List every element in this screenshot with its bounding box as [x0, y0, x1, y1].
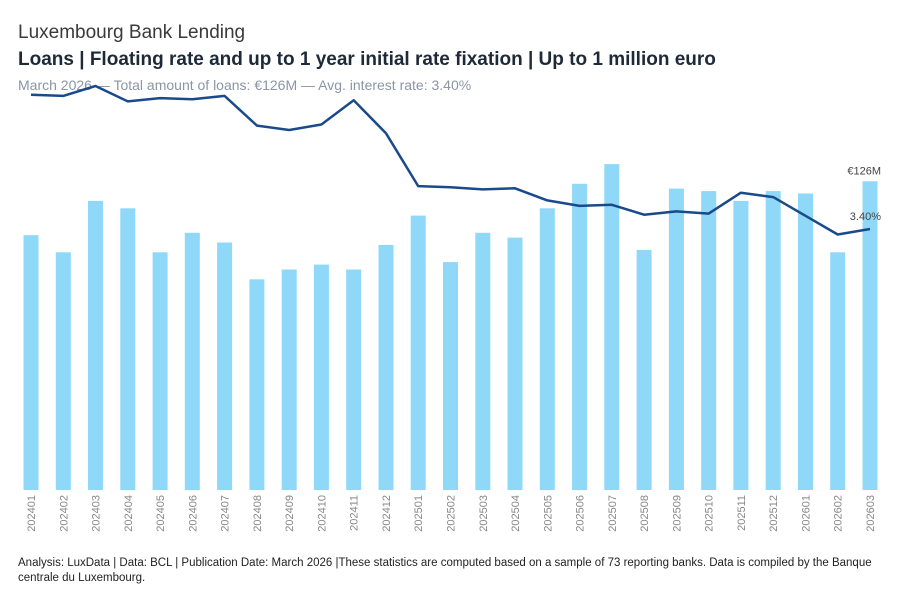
bar-202404 [120, 208, 136, 491]
chart-supertitle: Luxembourg Bank Lending [18, 22, 246, 43]
x-tick-label: 202408 [252, 495, 264, 532]
x-tick-label: 202406 [187, 495, 199, 532]
last-bar-value-label: €126M [847, 165, 881, 177]
x-tick-label: 202601 [801, 495, 813, 532]
chart-subtitle: March 2026 — Total amount of loans: €126… [18, 77, 472, 93]
bar-202509 [668, 188, 684, 490]
bar-202511 [733, 200, 749, 490]
x-tick-label: 202402 [58, 495, 70, 532]
bar-202407 [217, 242, 233, 490]
bar-202501 [410, 215, 426, 490]
x-tick-label: 202505 [542, 495, 554, 532]
bar-202403 [88, 200, 103, 490]
x-tick-label: 202512 [768, 495, 780, 532]
bar-202507 [604, 164, 620, 490]
bar-202506 [572, 183, 588, 491]
bar-202510 [701, 191, 717, 490]
bar-202603 [862, 181, 878, 491]
bar-202602 [830, 252, 846, 490]
x-tick-label: 202412 [381, 495, 393, 532]
footer-note: Analysis: LuxData | Data: BCL | Publicat… [18, 557, 872, 584]
bar-202402 [55, 252, 71, 490]
x-tick-label: 202511 [736, 495, 748, 531]
bar-202504 [507, 237, 523, 490]
x-tick-label: 202506 [575, 495, 587, 532]
x-tick-label: 202401 [26, 495, 38, 532]
bar-202408 [249, 279, 265, 490]
bar-202409 [281, 269, 297, 490]
bar-202411 [346, 269, 362, 490]
x-tick-label: 202411 [349, 495, 361, 531]
bar-202502 [443, 262, 458, 490]
labels-layer: 202401 202402 202403 202404 202405 202406 2024… [26, 165, 881, 531]
bar-202512 [765, 191, 781, 490]
x-tick-label: 202409 [284, 495, 296, 532]
x-tick-label: 202501 [413, 495, 425, 532]
interest-rate-line [30, 84, 871, 236]
bars-layer [23, 164, 878, 491]
bar-202503 [475, 232, 491, 491]
x-tick-label: 202405 [155, 495, 167, 532]
x-tick-label: 202403 [91, 495, 103, 532]
x-tick-label: 202603 [865, 495, 877, 532]
x-tick-label: 202410 [316, 495, 328, 532]
bar-202508 [636, 249, 652, 490]
x-tick-label: 202508 [639, 495, 651, 532]
x-tick-label: 202602 [833, 495, 845, 532]
x-tick-label: 202503 [478, 495, 490, 532]
x-tick-label: 202509 [671, 495, 683, 532]
x-tick-label: 202510 [704, 495, 716, 532]
x-tick-label: 202507 [607, 495, 619, 532]
x-tick-label: 202407 [220, 495, 232, 532]
bar-202412 [378, 245, 394, 490]
chart-title: Loans | Floating rate and up to 1 year i… [18, 49, 716, 70]
bar-202401 [23, 235, 39, 490]
bar-202406 [184, 232, 200, 491]
last-line-value-label: 3.40% [850, 211, 881, 223]
x-tick-label: 202404 [123, 495, 135, 532]
bar-202405 [152, 252, 168, 490]
line-layer [30, 84, 871, 236]
bar-202601 [798, 193, 813, 490]
x-tick-label: 202504 [510, 495, 522, 532]
bar-202505 [539, 208, 555, 491]
bar-202410 [313, 264, 329, 490]
x-tick-label: 202502 [446, 495, 458, 532]
